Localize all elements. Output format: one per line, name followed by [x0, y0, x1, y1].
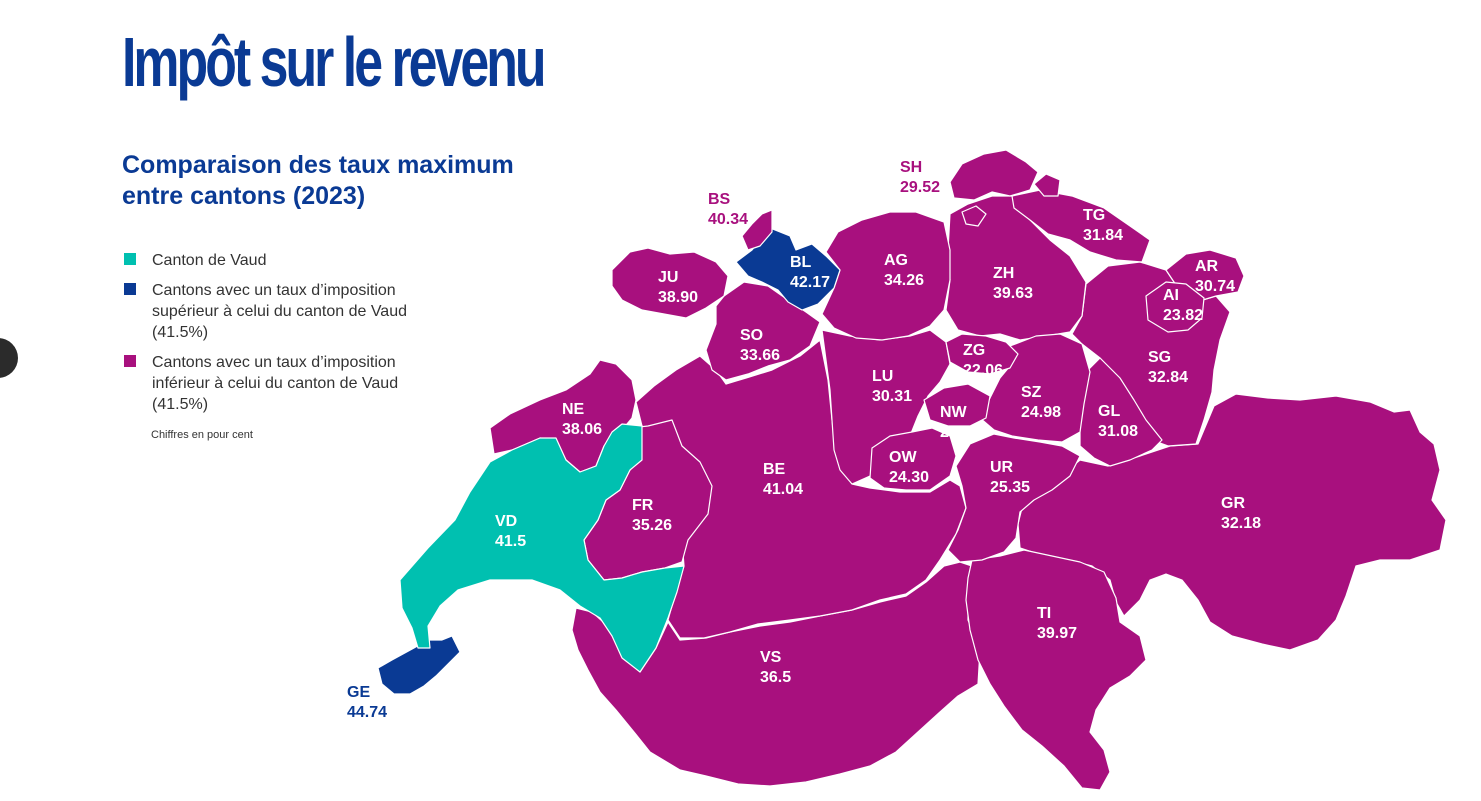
canton-be-code: BE: [763, 461, 786, 478]
canton-lu-rate: 30.31: [872, 388, 912, 405]
canton-bs-code: BS: [708, 191, 731, 208]
canton-so-code: SO: [740, 327, 763, 344]
canton-bl-rate: 42.17: [790, 274, 830, 291]
page-title: Impôt sur le revenu: [122, 23, 547, 101]
canton-sh-rate: 29.52: [900, 179, 940, 196]
canton-ur-code: UR: [990, 459, 1014, 476]
canton-vd-rate: 41.5: [495, 533, 526, 550]
canton-ge-code: GE: [347, 684, 370, 701]
canton-sg-code: SG: [1148, 349, 1171, 366]
canton-lu-code: LU: [872, 368, 893, 385]
canton-bs-rate: 40.34: [708, 211, 748, 228]
canton-zh-rate: 39.63: [993, 285, 1033, 302]
canton-sh-code: SH: [900, 159, 922, 176]
legend-label: Canton de Vaud: [152, 252, 267, 269]
canton-ju-rate: 38.90: [658, 289, 698, 306]
canton-so-rate: 33.66: [740, 347, 780, 364]
legend-label: Cantons avec un taux d’imposition supéri…: [152, 282, 407, 341]
canton-sh-shape[interactable]: [949, 149, 1039, 201]
map-legend: Canton de Vaud Cantons avec un taux d’im…: [124, 250, 424, 424]
canton-so-shape[interactable]: [705, 281, 821, 381]
legend-swatch-higher: [124, 283, 136, 295]
legend-swatch-vaud: [124, 253, 136, 265]
canton-nw-shape[interactable]: [923, 383, 991, 427]
canton-nw-code: NW: [940, 404, 968, 421]
legend-label: Cantons avec un taux d’imposition inféri…: [152, 354, 399, 413]
canton-sz-shape[interactable]: [979, 333, 1091, 443]
canton-gr-shape[interactable]: [1017, 393, 1447, 651]
canton-ar-rate: 30.74: [1195, 278, 1235, 295]
canton-ti-shape[interactable]: [965, 549, 1147, 791]
canton-ju-shape[interactable]: [611, 247, 729, 319]
canton-ti-rate: 39.97: [1037, 625, 1077, 642]
canton-sh-exclave-2: [961, 205, 987, 227]
canton-ur-shape[interactable]: [947, 433, 1081, 563]
canton-ai-shape[interactable]: [1145, 281, 1205, 333]
canton-ow-code: OW: [889, 449, 917, 466]
canton-zg-code: ZG: [963, 342, 985, 359]
canton-ow-rate: 24.30: [889, 469, 929, 486]
canton-zg-shape[interactable]: [945, 333, 1019, 375]
canton-fr-code: FR: [632, 497, 654, 514]
canton-ag-code: AG: [884, 252, 908, 269]
canton-ge-shape[interactable]: [377, 635, 461, 695]
canton-zg-rate: 22.06: [963, 362, 1003, 379]
canton-sz-code: SZ: [1021, 384, 1042, 401]
canton-zh-code: ZH: [993, 265, 1014, 282]
canton-tg-shape[interactable]: [1011, 189, 1151, 263]
canton-ne-rate: 38.06: [562, 421, 602, 438]
legend-swatch-lower: [124, 355, 136, 367]
canton-be-rate: 41.04: [763, 481, 803, 498]
canton-ai-rate: 23.82: [1163, 307, 1203, 324]
canton-vs-code: VS: [760, 649, 782, 666]
canton-nw-rate: 24.73: [940, 424, 980, 441]
canton-vs-shape[interactable]: [571, 561, 981, 787]
canton-sz-rate: 24.98: [1021, 404, 1061, 421]
canton-gl-rate: 31.08: [1098, 423, 1138, 440]
canton-tg-code: TG: [1083, 207, 1105, 224]
canton-sg-rate: 32.84: [1148, 369, 1188, 386]
canton-ag-rate: 34.26: [884, 272, 924, 289]
canton-ar-code: AR: [1195, 258, 1219, 275]
legend-item-vaud: Canton de Vaud: [124, 250, 424, 271]
legend-item-lower: Cantons avec un taux d’imposition inféri…: [124, 352, 424, 415]
canton-ne-code: NE: [562, 401, 585, 418]
canton-ur-rate: 25.35: [990, 479, 1030, 496]
canton-vs-rate: 36.5: [760, 669, 791, 686]
canton-gl-code: GL: [1098, 403, 1120, 420]
canton-fr-rate: 35.26: [632, 517, 672, 534]
canton-ju-code: JU: [658, 269, 678, 286]
canton-gr-rate: 32.18: [1221, 515, 1261, 532]
canton-vd-shape[interactable]: [399, 423, 685, 673]
map-subtitle: Comparaison des taux maximum entre canto…: [122, 151, 514, 210]
canton-ti-code: TI: [1037, 605, 1051, 622]
units-note: Chiffres en pour cent: [151, 429, 253, 441]
side-navigation-dot[interactable]: [0, 338, 18, 378]
canton-gr-code: GR: [1221, 495, 1245, 512]
canton-tg-rate: 31.84: [1083, 227, 1123, 244]
canton-sh-exclave-1: [1033, 173, 1061, 197]
canton-bl-code: BL: [790, 254, 812, 271]
canton-vd-code: VD: [495, 513, 517, 530]
canton-bs-shape[interactable]: [741, 209, 773, 251]
canton-ge-rate: 44.74: [347, 704, 387, 721]
canton-ow-shape[interactable]: [869, 427, 957, 491]
legend-item-higher: Cantons avec un taux d’imposition supéri…: [124, 280, 424, 343]
canton-ai-code: AI: [1163, 287, 1179, 304]
canton-bl-shape[interactable]: [735, 227, 841, 311]
